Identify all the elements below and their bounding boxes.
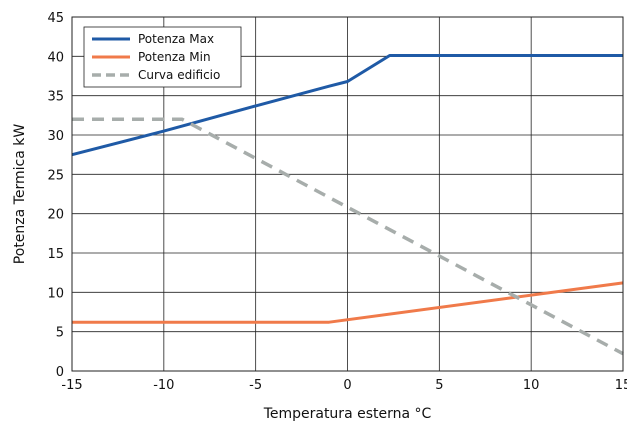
legend: Potenza Max Potenza Min Curva edificio (83, 26, 242, 88)
x-tick-label: 15 (615, 378, 627, 393)
legend-label-curva-edificio: Curva edificio (138, 68, 220, 82)
plot-frame (71, 16, 624, 372)
y-axis-label: Potenza Termica kW (12, 124, 28, 265)
series-line-curva-edificio (72, 117, 624, 356)
legend-label-potenza-min: Potenza Min (138, 50, 211, 64)
y-tick-label: 0 (56, 365, 64, 380)
series-line-potenza-max (71, 54, 623, 157)
y-tick-label: 30 (47, 129, 64, 144)
x-tick-label: -15 (61, 378, 82, 393)
y-tick-label: 15 (47, 247, 64, 262)
x-axis-label: Temperatura esterna °C (263, 406, 432, 422)
y-tick-label: 40 (47, 50, 64, 65)
y-tick-label: 5 (56, 326, 64, 341)
y-tick-label: 35 (47, 90, 64, 105)
series-line-potenza-min (72, 281, 624, 324)
x-tick-label: 5 (435, 378, 443, 393)
series-lines (71, 54, 624, 356)
y-tick-label: 10 (47, 286, 64, 301)
x-tick-label: -10 (153, 378, 174, 393)
tick-labels: -15 -10 -5 0 5 10 15 0 5 10 15 20 25 30 35 40 45 (47, 11, 627, 393)
x-tick-label: -5 (249, 378, 262, 393)
y-tick-label: 45 (47, 11, 64, 26)
y-tick-label: 25 (47, 168, 64, 183)
legend-label-potenza-max: Potenza Max (138, 32, 214, 46)
x-tick-label: 0 (343, 378, 351, 393)
x-tick-label: 10 (523, 378, 540, 393)
y-tick-label: 20 (47, 208, 64, 223)
